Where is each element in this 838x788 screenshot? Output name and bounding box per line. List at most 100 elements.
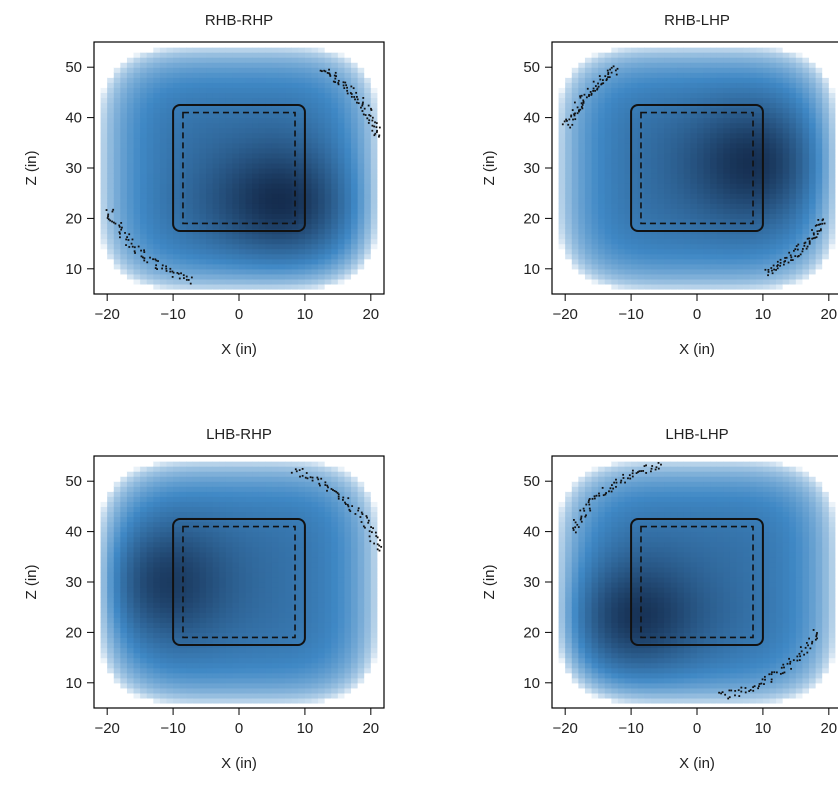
density-cell	[697, 152, 705, 159]
density-cell	[650, 142, 659, 149]
density-cell	[782, 132, 790, 139]
density-cell	[318, 268, 326, 275]
density-cell	[179, 87, 187, 93]
density-cell	[828, 168, 837, 174]
density-cell	[351, 122, 359, 129]
density-cell	[697, 122, 705, 129]
density-cell	[239, 223, 247, 230]
density-cell	[736, 87, 744, 93]
density-cell	[364, 162, 372, 169]
density-cell	[657, 162, 665, 169]
density-cell	[703, 57, 711, 63]
density-cell	[337, 57, 346, 63]
outlier-point	[356, 101, 358, 104]
density-cell	[318, 288, 326, 294]
density-cell	[637, 137, 645, 144]
density-cell	[219, 97, 227, 104]
density-cell	[617, 137, 626, 144]
density-cell	[565, 168, 573, 174]
density-cell	[344, 188, 352, 194]
density-cell	[795, 203, 804, 209]
density-cell	[637, 198, 645, 204]
density-cell	[729, 77, 738, 83]
density-cell	[324, 62, 332, 68]
density-cell	[828, 228, 837, 235]
density-cell	[815, 168, 823, 174]
density-cell	[815, 132, 823, 139]
density-cell	[657, 208, 665, 214]
density-cell	[558, 203, 566, 209]
density-cell	[377, 233, 384, 240]
density-cell	[370, 57, 379, 63]
density-cell	[318, 213, 326, 219]
density-cell	[664, 77, 672, 83]
density-cell	[94, 273, 102, 280]
density-cell	[107, 273, 115, 280]
density-cell	[357, 152, 365, 159]
density-cell	[331, 283, 339, 290]
density-cell	[126, 243, 135, 250]
density-cell	[298, 117, 306, 124]
density-cell	[337, 253, 346, 260]
density-cell	[558, 183, 566, 189]
density-cell	[113, 107, 121, 114]
density-cell	[173, 62, 181, 68]
density-cell	[100, 243, 108, 250]
density-cell	[802, 218, 810, 225]
density-cell	[617, 47, 626, 53]
density-cell	[552, 168, 560, 174]
density-cell	[683, 47, 692, 53]
density-cell	[631, 142, 639, 149]
density-cell	[822, 127, 830, 134]
density-cell	[377, 107, 384, 114]
density-cell	[133, 268, 141, 275]
density-cell	[258, 112, 266, 119]
density-cell	[94, 67, 102, 73]
density-cell	[357, 278, 365, 285]
density-cell	[285, 288, 293, 294]
density-cell	[657, 67, 665, 73]
density-cell	[219, 238, 227, 245]
density-cell	[664, 97, 672, 104]
density-cell	[120, 541, 128, 548]
density-cell	[591, 82, 599, 88]
density-cell	[159, 253, 168, 260]
density-cell	[578, 132, 586, 139]
density-cell	[140, 152, 148, 159]
density-cell	[657, 72, 665, 78]
density-cell	[776, 117, 784, 124]
density-cell	[617, 157, 626, 164]
density-cell	[337, 258, 346, 265]
density-cell	[815, 112, 823, 119]
density-cell	[331, 57, 339, 63]
density-cell	[278, 142, 286, 149]
density-cell	[822, 87, 830, 93]
outlier-point	[169, 267, 172, 270]
outlier-point	[343, 87, 346, 90]
density-cell	[94, 587, 102, 593]
density-cell	[337, 102, 346, 109]
density-cell	[311, 122, 319, 129]
density-cell	[285, 213, 293, 219]
density-cell	[212, 132, 220, 139]
density-cell	[729, 122, 738, 129]
density-cell	[258, 223, 266, 230]
density-cell	[690, 168, 698, 174]
density-cell	[795, 243, 804, 250]
density-cell	[644, 107, 652, 114]
density-cell	[344, 263, 352, 270]
density-cell	[351, 253, 359, 260]
density-cell	[756, 168, 764, 174]
density-cell	[100, 576, 108, 583]
density-cell	[331, 92, 339, 99]
density-cell	[703, 278, 711, 285]
density-cell	[802, 208, 810, 214]
density-cell	[736, 52, 744, 58]
density-cell	[716, 168, 724, 174]
density-cell	[239, 263, 247, 270]
outlier-point	[349, 92, 352, 94]
density-cell	[100, 632, 108, 639]
density-cell	[723, 258, 731, 265]
density-cell	[265, 243, 273, 250]
density-cell	[795, 52, 804, 58]
